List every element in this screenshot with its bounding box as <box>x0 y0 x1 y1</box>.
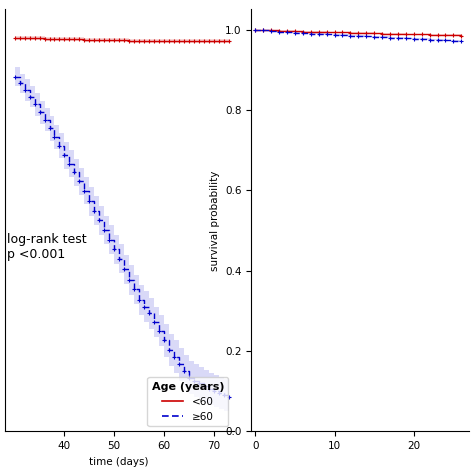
Text: log-rank test
p <0.001: log-rank test p <0.001 <box>7 233 87 261</box>
Legend: <60, ≥60: <60, ≥60 <box>147 377 228 426</box>
Y-axis label: survival probability: survival probability <box>210 170 219 271</box>
X-axis label: time (days): time (days) <box>90 456 149 466</box>
